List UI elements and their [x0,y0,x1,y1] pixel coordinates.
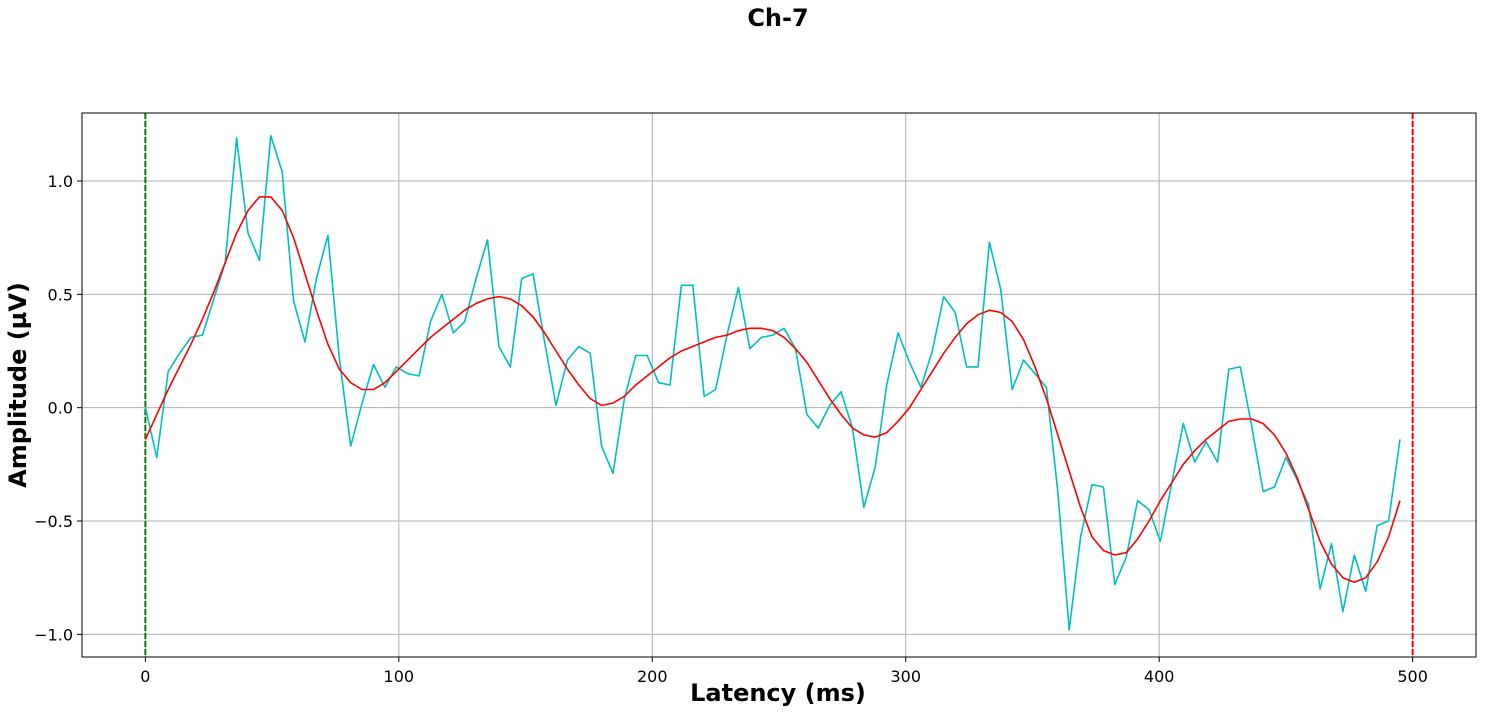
x-tick-label: 0 [140,667,150,686]
series-raw-line [144,134,1401,631]
x-tick-label: 100 [384,667,415,686]
y-tick-label: −1.0 [34,625,73,644]
x-tick-label: 400 [1144,667,1175,686]
y-axis-ticks: −1.0 −0.5 0.0 0.5 1.0 [34,172,82,644]
reference-lines [144,113,1414,657]
y-tick-label: 1.0 [48,172,73,191]
y-tick-label: −0.5 [34,512,73,531]
plot-frame [81,112,1477,658]
y-tick-label: 0.0 [48,399,73,418]
x-tick-label: 500 [1397,667,1428,686]
x-tick-label: 200 [637,667,668,686]
y-axis-label: Amplitude (µV) [4,282,32,488]
series-group [144,134,1401,631]
x-tick-label: 300 [890,667,921,686]
y-tick-label: 0.5 [48,285,73,304]
chart-title: Ch-7 [747,4,808,32]
series-smoothed-line [144,196,1401,584]
x-axis-label: Latency (ms) [690,679,866,707]
x-axis-ticks: 0 100 200 300 400 500 [140,657,1428,686]
